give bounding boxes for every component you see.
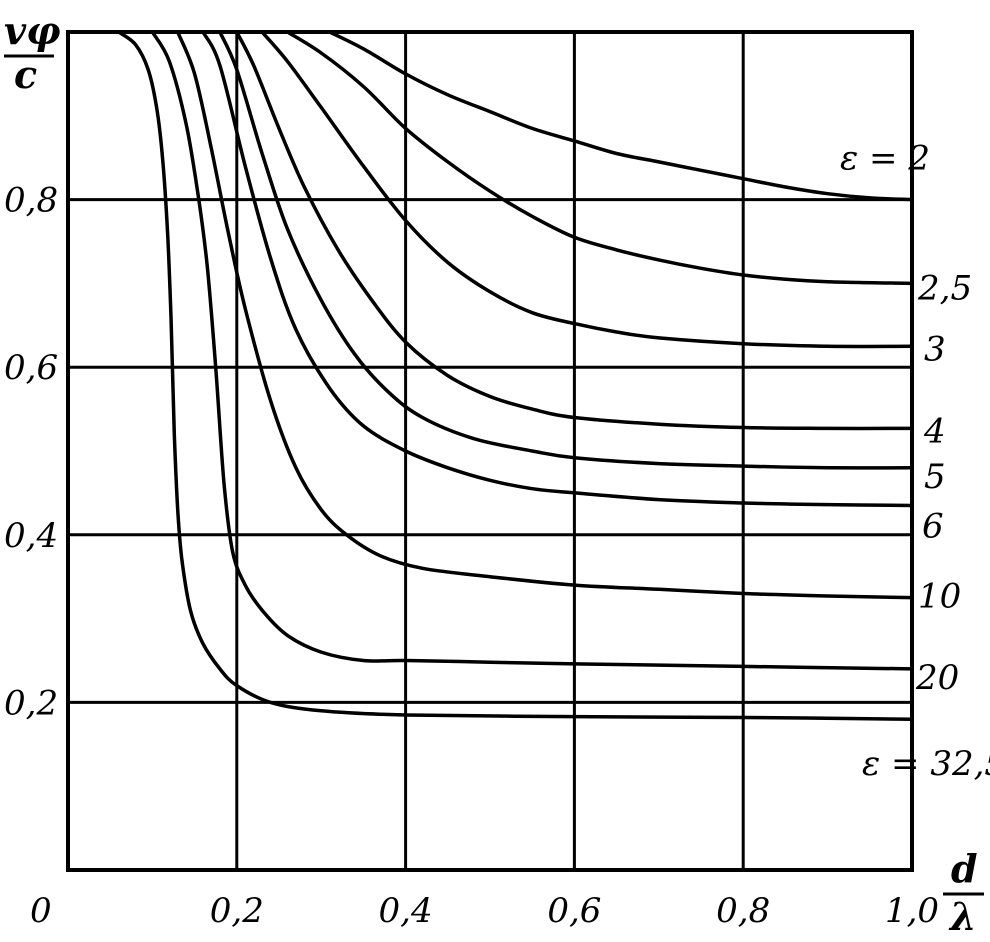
- curve-series-5: [66, 30, 914, 508]
- curve-label-7: 20: [915, 658, 959, 698]
- curve-series-1: [66, 30, 914, 286]
- curve-label-5: 6: [922, 506, 944, 546]
- x-axis-label-numerator: d: [951, 846, 978, 891]
- x-tick-label-0: 0: [30, 891, 52, 931]
- y-axis-label-numerator: vφ: [4, 8, 60, 53]
- curve-labels: ε = 2 2,5 3 4 5 6 10 20 ε = 32,5: [840, 139, 990, 785]
- grid: [68, 32, 912, 870]
- curve-series-3: [66, 30, 914, 431]
- x-tick-label-1: 0,2: [210, 891, 264, 931]
- curve-label-4: 5: [924, 457, 946, 497]
- x-tick-label-5: 1,0: [885, 891, 939, 931]
- curve-label-6: 10: [918, 577, 961, 617]
- curve-label-8: ε = 32,5: [862, 744, 990, 784]
- curve-label-3: 4: [923, 411, 946, 451]
- curve-label-0: ε = 2: [840, 139, 930, 179]
- curve-series-6: [66, 30, 914, 600]
- y-axis-label: vφ c: [4, 8, 60, 97]
- x-tick-labels: 0 0,2 0,4 0,6 0,8 1,0: [30, 891, 939, 931]
- x-tick-label-2: 0,4: [379, 891, 433, 931]
- curve-series-4: [66, 30, 914, 470]
- y-tick-label-0: 0,2: [4, 683, 58, 723]
- y-tick-label-3: 0,8: [4, 181, 58, 221]
- y-axis-label-denominator: c: [14, 52, 37, 97]
- curves: [66, 30, 914, 721]
- curve-series-7: [66, 30, 914, 671]
- x-tick-label-3: 0,6: [547, 891, 601, 931]
- x-tick-label-4: 0,8: [716, 891, 770, 931]
- curve-series-0: [66, 30, 914, 202]
- y-tick-label-1: 0,4: [4, 516, 58, 556]
- curve-label-2: 3: [924, 329, 946, 369]
- curve-label-1: 2,5: [917, 268, 972, 308]
- curve-series-8: [66, 30, 914, 721]
- curve-series-2: [66, 30, 914, 349]
- x-axis-label: d λ: [943, 846, 984, 939]
- y-tick-label-2: 0,6: [4, 348, 58, 388]
- y-tick-labels: 0,2 0,4 0,6 0,8: [4, 181, 58, 724]
- plot-frame: [66, 30, 914, 872]
- x-axis-label-denominator: λ: [948, 894, 977, 939]
